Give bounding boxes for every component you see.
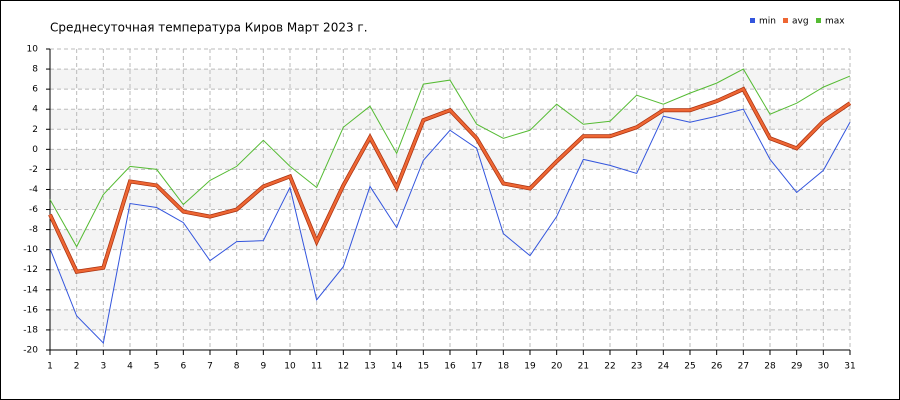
x-tick-label: 18 — [498, 362, 510, 372]
y-tick-label: 0 — [32, 145, 38, 155]
series-line — [48, 87, 851, 274]
legend-label: max — [825, 17, 845, 27]
x-tick-label: 26 — [711, 362, 723, 372]
x-tick-label: 12 — [338, 362, 349, 372]
x-tick-label: 4 — [127, 362, 133, 372]
band — [50, 309, 850, 330]
x-tick-label: 25 — [684, 362, 695, 372]
legend-swatch — [750, 18, 755, 23]
x-tick-label: 31 — [844, 362, 855, 372]
y-tick-label: -6 — [29, 205, 38, 215]
x-tick-label: 6 — [180, 362, 186, 372]
legend-label: avg — [792, 17, 809, 27]
x-tick-label: 14 — [391, 362, 403, 372]
y-tick-label: -8 — [29, 225, 38, 235]
y-tick-label: 8 — [32, 65, 38, 75]
band — [50, 149, 850, 170]
y-tick-label: -12 — [23, 265, 38, 275]
series-line — [49, 108, 851, 345]
legend-swatch — [783, 18, 788, 23]
y-tick-label: -10 — [23, 245, 38, 255]
x-tick-label: 28 — [764, 362, 776, 372]
x-tick-label: 9 — [260, 362, 266, 372]
y-tick-label: -4 — [29, 185, 38, 195]
x-tick-label: 10 — [284, 362, 296, 372]
x-tick-label: 7 — [207, 362, 213, 372]
x-tick-label: 16 — [444, 362, 456, 372]
chart-title: Среднесуточная температура Киров Март 20… — [50, 21, 368, 35]
y-tick-label: -14 — [23, 285, 38, 295]
legend-swatch — [816, 18, 821, 23]
x-tick-label: 11 — [311, 362, 322, 372]
x-tick-label: 20 — [551, 362, 563, 372]
x-tick-label: 3 — [100, 362, 106, 372]
x-tick-label: 21 — [578, 362, 589, 372]
y-tick-label: -2 — [29, 165, 38, 175]
x-tick-label: 5 — [154, 362, 160, 372]
x-tick-label: 23 — [631, 362, 642, 372]
x-tick-label: 15 — [418, 362, 429, 372]
legend-label: min — [759, 17, 776, 27]
y-tick-label: -16 — [23, 305, 38, 315]
x-tick-label: 19 — [524, 362, 536, 372]
x-tick-label: 13 — [364, 362, 375, 372]
x-tick-label: 17 — [471, 362, 482, 372]
x-tick-label: 2 — [74, 362, 80, 372]
y-tick-label: 10 — [27, 45, 39, 55]
x-tick-label: 24 — [658, 362, 670, 372]
y-tick-label: 6 — [32, 85, 38, 95]
y-tick-label: 4 — [32, 105, 38, 115]
x-tick-label: 29 — [791, 362, 803, 372]
y-tick-label: 2 — [32, 125, 38, 135]
x-tick-label: 22 — [604, 362, 615, 372]
series-line — [49, 68, 851, 248]
x-tick-label: 27 — [738, 362, 749, 372]
x-tick-label: 30 — [818, 362, 830, 372]
x-tick-label: 1 — [47, 362, 53, 372]
y-tick-label: -20 — [23, 346, 38, 356]
y-tick-label: -18 — [23, 325, 38, 335]
band — [50, 269, 850, 290]
x-tick-label: 8 — [234, 362, 240, 372]
